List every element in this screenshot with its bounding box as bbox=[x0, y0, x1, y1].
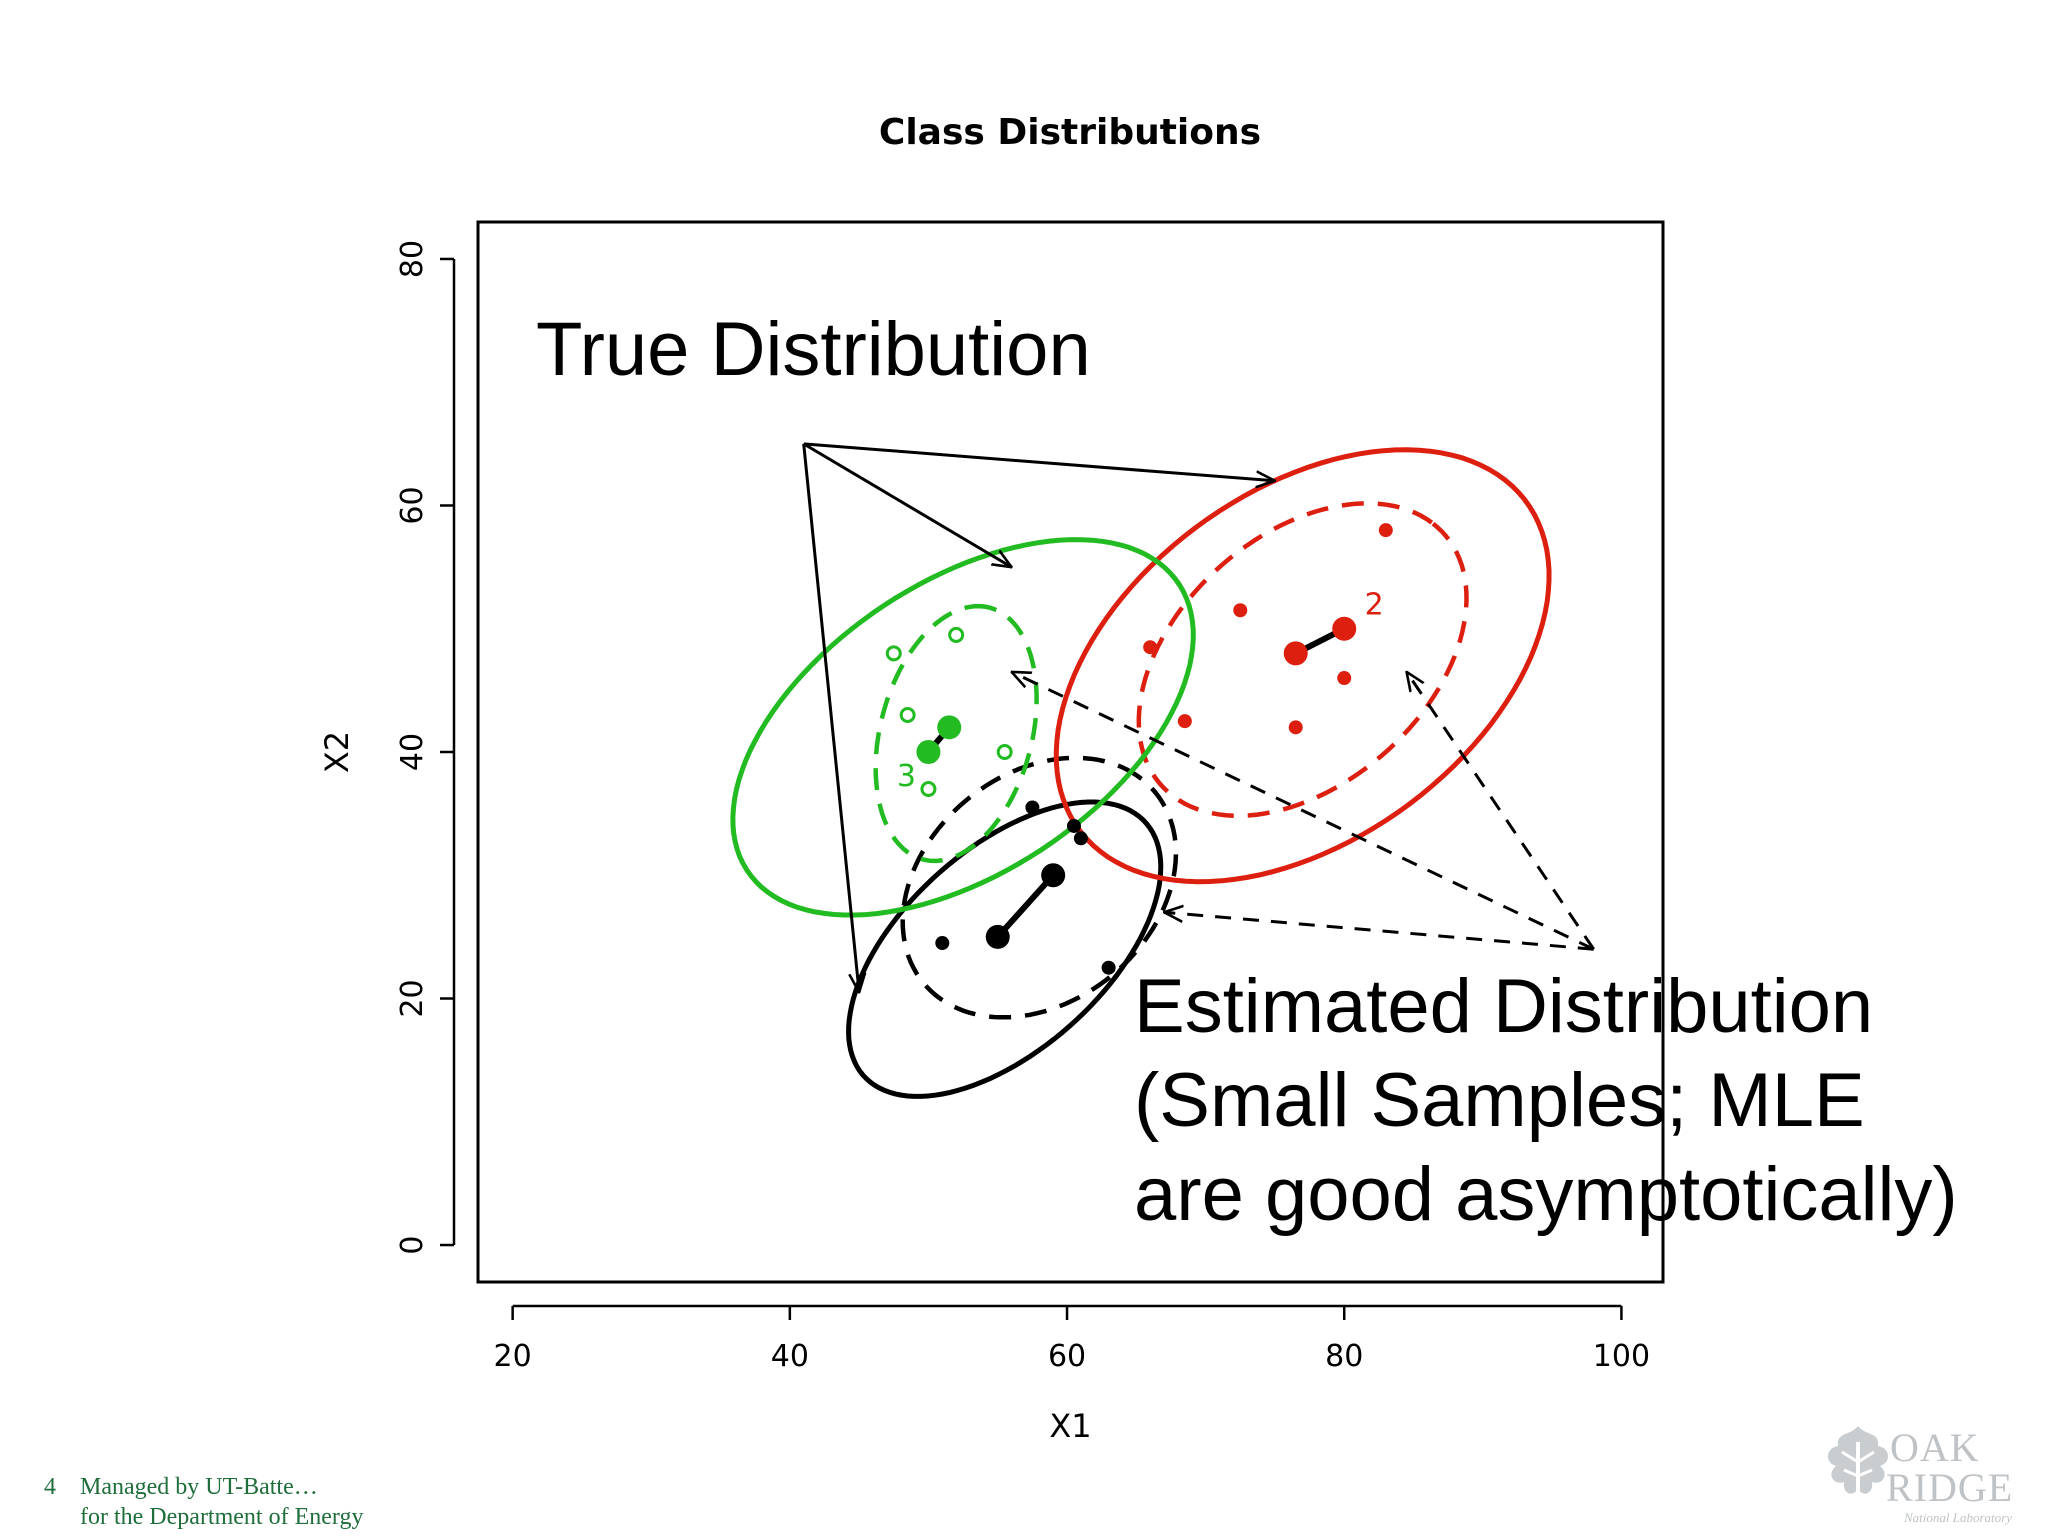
oak-ridge-logo: OAK RIDGE National Laboratory bbox=[1820, 1416, 2036, 1528]
estimated-ellipse-class-2 bbox=[1136, 501, 1469, 819]
true-ellipse-class-1 bbox=[846, 799, 1164, 1099]
data-point bbox=[996, 744, 1013, 760]
y-tick-label: 60 bbox=[395, 486, 430, 524]
data-point bbox=[1101, 960, 1116, 975]
class-label: 2 bbox=[1365, 588, 1384, 623]
estimated-distribution-arrow-3 bbox=[1164, 912, 1594, 951]
x-tick-label: 100 bbox=[1593, 1339, 1650, 1374]
data-point bbox=[1337, 671, 1352, 686]
chart-title: Class Distributions bbox=[878, 112, 1262, 153]
data-point bbox=[1073, 831, 1088, 846]
data-point bbox=[920, 780, 937, 797]
footer-line-1: Managed by UT-Batte… bbox=[80, 1474, 318, 1500]
logo-word-oak: OAK bbox=[1890, 1425, 1980, 1470]
data-point bbox=[1066, 818, 1081, 833]
y-axis-label: X2 bbox=[318, 731, 356, 773]
estimated-mean-point bbox=[1041, 863, 1066, 888]
true-distribution-label: True Distribution bbox=[536, 307, 1091, 392]
data-point bbox=[1233, 603, 1248, 618]
data-point bbox=[899, 707, 916, 724]
x-tick-label: 40 bbox=[771, 1339, 809, 1374]
x-tick-label: 60 bbox=[1048, 1339, 1086, 1374]
data-point bbox=[1025, 800, 1040, 815]
data-point bbox=[935, 936, 950, 951]
x-axis-label: X1 bbox=[1049, 1407, 1091, 1445]
y-tick-label: 0 bbox=[395, 1235, 430, 1254]
x-tick-label: 80 bbox=[1325, 1339, 1363, 1374]
true-distribution-arrow-3 bbox=[802, 443, 859, 992]
data-point bbox=[885, 645, 902, 662]
x-tick-label: 20 bbox=[494, 1339, 532, 1374]
data-point bbox=[1143, 640, 1158, 655]
estimated-line-2: (Small Samples; MLE bbox=[1134, 1058, 1865, 1143]
data-point bbox=[1177, 714, 1192, 729]
logo-word-ridge: RIDGE bbox=[1886, 1465, 2014, 1510]
true-mean-point bbox=[1283, 641, 1308, 666]
logo-subtitle: National Laboratory bbox=[1904, 1510, 2012, 1525]
estimated-distribution-label: Estimated Distribution (Small Samples; M… bbox=[1134, 960, 1958, 1242]
true-mean-point bbox=[916, 740, 941, 764]
data-point bbox=[1288, 720, 1303, 735]
true-ellipse-class-2 bbox=[1053, 447, 1552, 885]
true-distribution-arrow-2 bbox=[802, 442, 1012, 567]
estimated-line-1: Estimated Distribution bbox=[1134, 964, 1874, 1049]
data-point bbox=[1378, 523, 1393, 538]
footer-line-2: for the Department of Energy bbox=[80, 1504, 364, 1530]
class-label: 3 bbox=[897, 759, 916, 794]
true-ellipse-class-3 bbox=[730, 537, 1196, 918]
y-tick-label: 80 bbox=[395, 240, 430, 278]
leaf-icon bbox=[1827, 1426, 1889, 1508]
estimated-mean-point bbox=[1332, 616, 1357, 641]
y-tick-label: 20 bbox=[395, 979, 430, 1017]
true-distribution-arrow-1 bbox=[803, 442, 1275, 481]
data-point bbox=[948, 626, 965, 643]
true-mean-point bbox=[985, 924, 1010, 949]
plot-frame bbox=[476, 220, 1665, 1284]
y-tick-label: 40 bbox=[395, 733, 430, 771]
estimated-line-3: are good asymptotically) bbox=[1134, 1152, 1958, 1237]
estimated-ellipse-class-1 bbox=[900, 755, 1179, 1020]
estimated-mean-point bbox=[937, 715, 962, 740]
mean-link bbox=[995, 873, 1056, 939]
estimated-distribution-arrow-2 bbox=[1012, 672, 1595, 951]
page-number: 4 bbox=[44, 1474, 56, 1500]
